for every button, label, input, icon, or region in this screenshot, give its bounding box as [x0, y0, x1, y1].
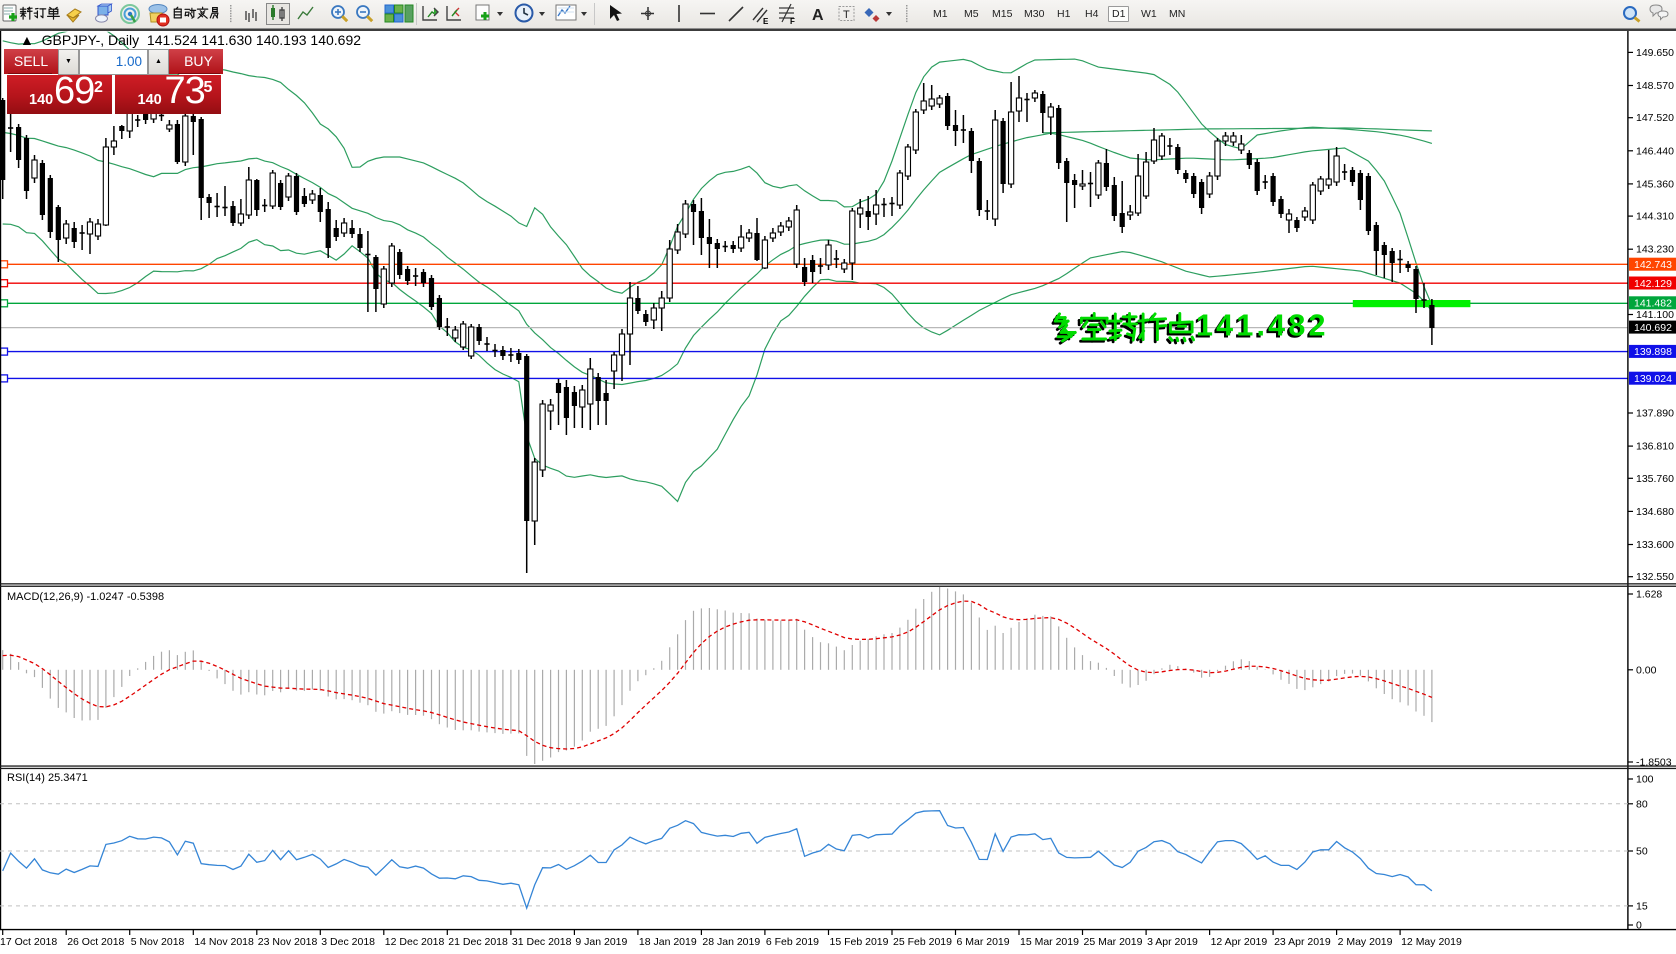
svg-text:1.628: 1.628 — [1636, 589, 1662, 601]
svg-text:0: 0 — [1636, 920, 1642, 932]
svg-text:139.024: 139.024 — [1634, 373, 1672, 385]
svg-text:25 Feb 2019: 25 Feb 2019 — [893, 936, 952, 948]
svg-text:12 Apr 2019: 12 Apr 2019 — [1211, 936, 1268, 948]
svg-text:140.692: 140.692 — [1634, 322, 1672, 334]
svg-text:3 Apr 2019: 3 Apr 2019 — [1147, 936, 1198, 948]
svg-text:9 Jan 2019: 9 Jan 2019 — [575, 936, 627, 948]
svg-text:146.440: 146.440 — [1636, 145, 1674, 157]
svg-text:18 Jan 2019: 18 Jan 2019 — [639, 936, 697, 948]
svg-text:133.600: 133.600 — [1636, 539, 1674, 551]
svg-text:50: 50 — [1636, 846, 1648, 858]
svg-text:135.760: 135.760 — [1636, 473, 1674, 485]
svg-text:143.230: 143.230 — [1636, 244, 1674, 256]
svg-text:12 Dec 2018: 12 Dec 2018 — [385, 936, 445, 948]
svg-text:2 May 2019: 2 May 2019 — [1338, 936, 1393, 948]
svg-text:26 Oct 2018: 26 Oct 2018 — [67, 936, 124, 948]
svg-text:6 Mar 2019: 6 Mar 2019 — [957, 936, 1010, 948]
svg-text:21 Dec 2018: 21 Dec 2018 — [448, 936, 508, 948]
svg-text:23 Nov 2018: 23 Nov 2018 — [258, 936, 318, 948]
svg-text:28 Jan 2019: 28 Jan 2019 — [702, 936, 760, 948]
svg-text:149.650: 149.650 — [1636, 47, 1674, 59]
svg-text:0.00: 0.00 — [1636, 664, 1657, 676]
svg-text:3 Dec 2018: 3 Dec 2018 — [321, 936, 375, 948]
svg-text:100: 100 — [1636, 774, 1654, 786]
svg-text:141.482: 141.482 — [1196, 309, 1329, 343]
svg-text:15 Mar 2019: 15 Mar 2019 — [1020, 936, 1079, 948]
svg-text:134.680: 134.680 — [1636, 506, 1674, 518]
svg-text:E: E — [763, 17, 769, 26]
svg-text:25 Mar 2019: 25 Mar 2019 — [1084, 936, 1143, 948]
svg-text:144.310: 144.310 — [1636, 211, 1674, 223]
svg-text:6 Feb 2019: 6 Feb 2019 — [766, 936, 819, 948]
svg-text:136.810: 136.810 — [1636, 441, 1674, 453]
svg-text:15 Feb 2019: 15 Feb 2019 — [830, 936, 889, 948]
svg-text:141.482: 141.482 — [1634, 298, 1672, 310]
svg-text:-1.8503: -1.8503 — [1636, 757, 1672, 769]
svg-text:137.890: 137.890 — [1636, 408, 1674, 420]
svg-text:23 Apr 2019: 23 Apr 2019 — [1274, 936, 1331, 948]
svg-text:17 Oct 2018: 17 Oct 2018 — [0, 936, 57, 948]
svg-text:15: 15 — [1636, 900, 1648, 912]
svg-text:T: T — [843, 9, 850, 21]
svg-text:MACD(12,26,9) -1.0247 -0.5398: MACD(12,26,9) -1.0247 -0.5398 — [7, 591, 164, 603]
svg-text:5 Nov 2018: 5 Nov 2018 — [131, 936, 185, 948]
svg-text:132.550: 132.550 — [1636, 571, 1674, 583]
svg-text:80: 80 — [1636, 798, 1648, 810]
svg-text:139.898: 139.898 — [1634, 346, 1672, 358]
svg-text:141.100: 141.100 — [1636, 309, 1674, 321]
svg-text:142.129: 142.129 — [1634, 278, 1672, 290]
svg-text:12 May 2019: 12 May 2019 — [1401, 936, 1462, 948]
svg-text:148.570: 148.570 — [1636, 80, 1674, 92]
svg-text:145.360: 145.360 — [1636, 178, 1674, 190]
svg-text:14 Nov 2018: 14 Nov 2018 — [194, 936, 254, 948]
svg-text:RSI(14) 25.3471: RSI(14) 25.3471 — [7, 772, 88, 784]
svg-text:147.520: 147.520 — [1636, 112, 1674, 124]
svg-text:F: F — [790, 17, 795, 26]
svg-text:31 Dec 2018: 31 Dec 2018 — [512, 936, 572, 948]
svg-text:142.743: 142.743 — [1634, 259, 1672, 271]
svg-text:A: A — [812, 7, 824, 24]
